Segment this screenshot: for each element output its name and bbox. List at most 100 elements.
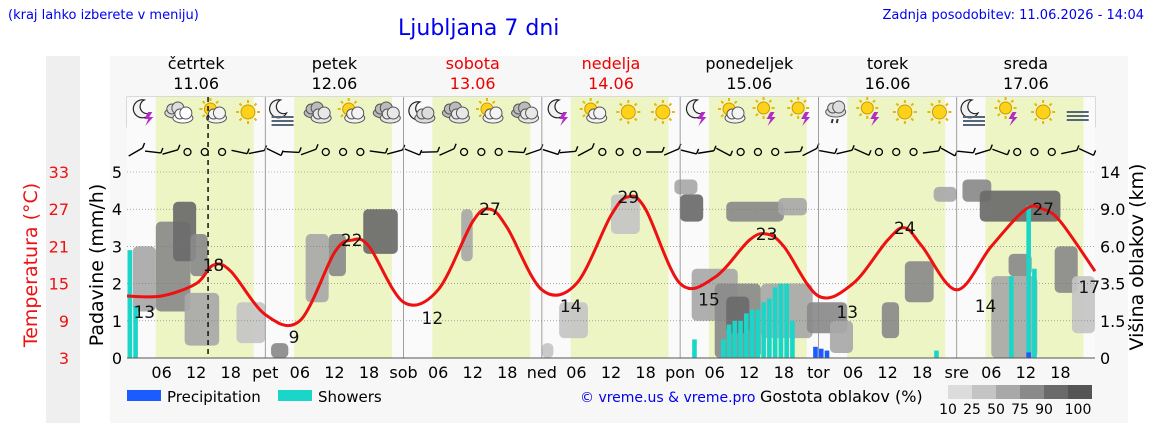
- shower-bar: [738, 320, 743, 358]
- wind-barb-icon: [280, 150, 284, 156]
- density-swatch: [1020, 385, 1044, 399]
- wind-barb-icon: [162, 149, 179, 155]
- moon-shape: [960, 99, 980, 119]
- temperature-value-label: 15: [698, 291, 720, 311]
- wind-barb-icon: [246, 148, 250, 154]
- temperature-labels: 13 18 9 22 12 27 14 29 15 23 13 24 14 27 17: [133, 188, 1100, 348]
- credits-link[interactable]: © vreme.us & vreme.pro: [580, 390, 755, 406]
- lightning-shape: [559, 112, 569, 126]
- cloud-shape: [731, 106, 745, 120]
- cloud-shape: [179, 106, 193, 120]
- cloud-shape: [351, 106, 365, 120]
- sun-icon: [650, 100, 675, 124]
- x-tick-label: 12: [739, 363, 759, 382]
- sun-ray: [755, 112, 759, 117]
- precip-tick-label: 5: [112, 163, 122, 182]
- wind-barb-icon: [266, 147, 282, 157]
- sun-thunder-icon: [752, 97, 776, 126]
- shower-bar: [127, 250, 133, 358]
- sun-cloud-icon: [337, 98, 366, 124]
- sun-ray: [668, 117, 673, 122]
- calm-wind-icon: [183, 147, 192, 157]
- cloud-block: [881, 302, 900, 339]
- temperature-value-label: 9: [289, 328, 300, 348]
- sun-ray: [945, 117, 949, 122]
- cloud-block: [979, 190, 1061, 222]
- day-date-label: 16.06: [865, 74, 911, 93]
- wind-barb-icon: [577, 147, 593, 157]
- sun-disc: [791, 101, 805, 115]
- sun-ray: [619, 117, 623, 122]
- cloud-block: [933, 186, 957, 202]
- sun-ray: [1048, 102, 1053, 107]
- calm-wind-icon: [771, 147, 780, 157]
- precipitation-bars: [127, 205, 1037, 358]
- wind-barb-icon: [938, 145, 942, 152]
- x-tick-label: 06: [428, 363, 448, 382]
- page-title: Ljubljana 7 dni: [398, 16, 560, 41]
- wind-barb-icon: [713, 145, 717, 152]
- wind-barb-icon: [439, 148, 455, 156]
- cloud-block: [271, 343, 289, 358]
- density-swatch: [972, 385, 996, 399]
- precipitation-bar: [1026, 352, 1031, 358]
- sun-thunder-icon: [787, 97, 811, 126]
- wind-barb-icon: [453, 143, 457, 150]
- calm-wind-icon: [459, 147, 469, 157]
- sun-ray: [720, 100, 725, 105]
- night-band: [668, 97, 681, 358]
- wind-barbs: [128, 142, 1097, 157]
- temperature-value-label: 13: [836, 303, 858, 323]
- temperature-value-label: 14: [975, 297, 997, 317]
- x-tick-label: 12: [1016, 363, 1036, 382]
- region-hint-link[interactable]: (kraj lahko izberete v meniju): [8, 8, 199, 23]
- precipitation-legend-swatch: [127, 390, 161, 401]
- sun-ray: [910, 117, 915, 122]
- x-tick-label: pon: [665, 363, 695, 382]
- wind-barb-icon: [315, 144, 319, 150]
- shower-bar: [1026, 205, 1031, 358]
- shower-bar: [761, 302, 766, 358]
- wind-barb-icon: [128, 147, 143, 157]
- sun-thunder-icon: [856, 97, 880, 126]
- left-axis-panel: [46, 56, 80, 423]
- calm-wind-icon: [632, 147, 642, 157]
- temperature-line: [126, 194, 1097, 328]
- sun-ray: [478, 100, 483, 105]
- temperature-value-label: 24: [894, 219, 916, 239]
- wind-barb-icon: [799, 146, 804, 152]
- calm-wind-icon: [217, 147, 227, 157]
- wind-barb-icon: [542, 148, 559, 156]
- wind-barb-icon: [559, 150, 576, 154]
- wind-barb-icon: [144, 150, 161, 154]
- x-tick-label: 18: [497, 363, 517, 382]
- last-updated-text: Zadnja posodobitev: 11.06.2026 - 14:04: [882, 8, 1144, 23]
- cloud-block: [726, 296, 750, 334]
- calm-wind-icon: [753, 147, 763, 157]
- lightning-shape: [1008, 112, 1018, 126]
- day-name-label: sreda: [1004, 54, 1048, 73]
- day-name-label: petek: [312, 54, 358, 73]
- cloud-block: [559, 302, 588, 339]
- shower-bar: [934, 350, 939, 358]
- drizzle-icon: [825, 100, 847, 124]
- x-tick-label: 18: [912, 363, 932, 382]
- calm-wind-icon: [736, 147, 745, 157]
- cloud-shape: [593, 106, 607, 120]
- cloud-block: [726, 201, 784, 222]
- day-date-label: 15.06: [726, 74, 772, 93]
- sun-ray: [582, 100, 586, 105]
- density-swatch: [996, 385, 1020, 399]
- x-tick-label: sre: [945, 363, 969, 382]
- x-axis-ticks: 06 12 18 pet 06 12 18 sob 06 12 18 ned 06 12 18 pon 06 12…: [151, 363, 1070, 382]
- density-swatch: [948, 385, 972, 399]
- wind-barb-icon: [974, 148, 991, 156]
- x-tick-label: 06: [151, 363, 171, 382]
- sun-ray: [1048, 117, 1053, 122]
- sun-ray: [353, 100, 358, 105]
- x-tick-label: pet: [252, 363, 278, 382]
- cloud-height-tick-label: 3.5: [1100, 275, 1125, 294]
- x-tick-label: 18: [221, 363, 241, 382]
- wind-barb-icon: [141, 142, 146, 149]
- cloud-height-axis-label: Višina oblakov (km): [1126, 164, 1148, 351]
